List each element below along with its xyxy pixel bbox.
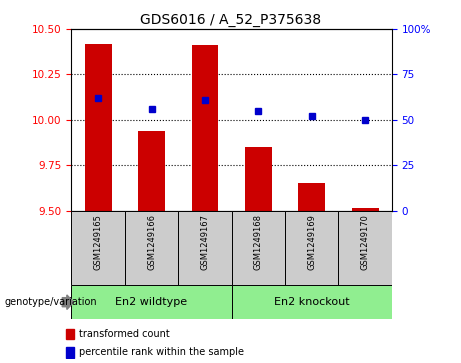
Bar bbox=[65, 347, 74, 358]
Text: GSM1249169: GSM1249169 bbox=[307, 214, 316, 270]
Bar bbox=[338, 211, 392, 285]
Bar bbox=[285, 211, 338, 285]
Text: GSM1249168: GSM1249168 bbox=[254, 214, 263, 270]
Text: transformed count: transformed count bbox=[79, 329, 170, 339]
Text: En2 wildtype: En2 wildtype bbox=[116, 297, 188, 307]
Bar bbox=[71, 211, 125, 285]
Bar bbox=[231, 211, 285, 285]
Bar bbox=[231, 285, 392, 319]
Bar bbox=[65, 329, 74, 339]
Bar bbox=[352, 208, 378, 211]
Bar bbox=[71, 285, 231, 319]
Bar bbox=[125, 211, 178, 285]
Bar bbox=[138, 131, 165, 211]
Bar bbox=[298, 183, 325, 211]
Text: genotype/variation: genotype/variation bbox=[5, 297, 97, 307]
Text: GDS6016 / A_52_P375638: GDS6016 / A_52_P375638 bbox=[140, 13, 321, 27]
Text: percentile rank within the sample: percentile rank within the sample bbox=[79, 347, 244, 357]
Bar bbox=[245, 147, 272, 211]
Bar bbox=[85, 44, 112, 211]
Text: GSM1249166: GSM1249166 bbox=[147, 214, 156, 270]
Text: En2 knockout: En2 knockout bbox=[274, 297, 349, 307]
Text: GSM1249165: GSM1249165 bbox=[94, 214, 103, 270]
Text: GSM1249167: GSM1249167 bbox=[201, 214, 209, 270]
Bar bbox=[178, 211, 231, 285]
Bar bbox=[192, 45, 219, 211]
Text: GSM1249170: GSM1249170 bbox=[361, 214, 370, 270]
